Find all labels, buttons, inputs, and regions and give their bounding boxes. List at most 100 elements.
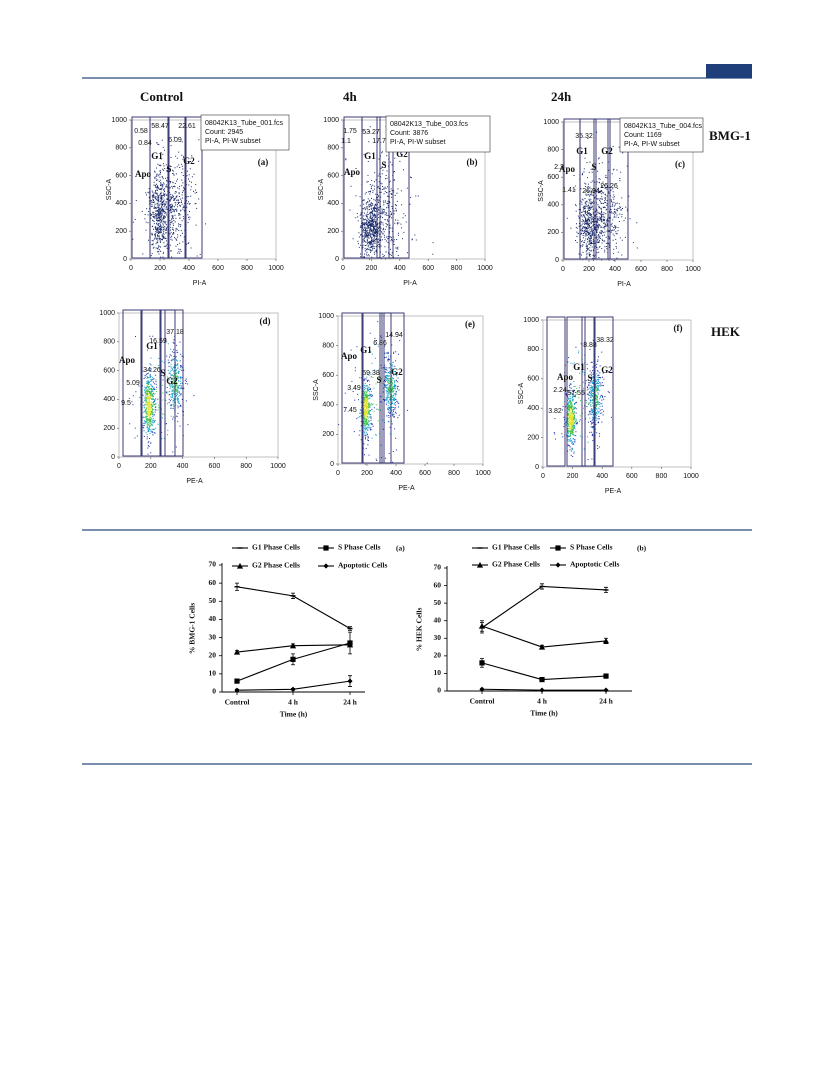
- y-tick-label: 400: [547, 202, 559, 209]
- gate: [566, 316, 586, 467]
- x-tick-label: 1000: [268, 265, 284, 272]
- gate-percent: 53.27: [362, 129, 380, 136]
- gate-percent: 9.5: [121, 400, 131, 407]
- gate-percent: 3.82: [548, 408, 562, 415]
- gate: [122, 309, 142, 457]
- gate: [362, 312, 383, 464]
- x-tick-label: 400: [177, 463, 189, 470]
- marker: [290, 656, 296, 662]
- legend-label: G1 Phase Cells: [492, 543, 540, 552]
- gate-percent: 8.88: [583, 342, 597, 349]
- event-cloud: [553, 339, 612, 460]
- gate: [341, 312, 363, 464]
- y-tick-label: 40: [209, 614, 217, 623]
- x-tick-label: 1000: [475, 470, 491, 477]
- x-tick-label: 0: [117, 463, 121, 470]
- event-cloud: [566, 381, 599, 437]
- x-axis-title: Time (h): [530, 709, 558, 718]
- y-tick-label: 0: [437, 686, 441, 695]
- x-tick-label: 0: [541, 473, 545, 480]
- y-tick-label: 30: [209, 632, 217, 641]
- gate-name: S: [160, 368, 165, 378]
- x-tick-label: 1000: [477, 265, 493, 272]
- gate-name: G1: [146, 341, 158, 351]
- gate-name: G2: [391, 367, 403, 377]
- gate-name: S: [381, 160, 386, 170]
- y-tick-label: 30: [434, 633, 442, 642]
- gate-percent: 37.18: [166, 329, 184, 336]
- y-tick-label: 1000: [111, 117, 127, 124]
- gate-percent: 3.49: [347, 385, 361, 392]
- panel-letter: (f): [674, 323, 683, 333]
- gate-percent: 26.94: [582, 188, 600, 195]
- gate-percent: 1.1: [341, 138, 351, 145]
- x-tick-label: 4 h: [288, 698, 299, 707]
- x-tick-label: 600: [422, 265, 434, 272]
- gate-percent: 35.32: [575, 133, 593, 140]
- y-axis-label: SSC-A: [318, 178, 325, 200]
- info-box: [385, 115, 491, 153]
- gate-percent: 22.61: [178, 123, 196, 130]
- gate-percent: 17.77: [372, 138, 390, 145]
- plot-frame: [337, 315, 484, 465]
- x-tick-label: 400: [394, 265, 406, 272]
- event-cloud: [363, 397, 369, 419]
- gate-name: S: [587, 373, 592, 383]
- info-line: 08042K13_Tube_003.fcs: [390, 121, 468, 128]
- x-tick-label: 1000: [270, 463, 286, 470]
- x-tick-label: 800: [656, 473, 668, 480]
- x-tick-label: 200: [567, 473, 579, 480]
- x-tick-label: 4 h: [537, 697, 548, 706]
- gate-name: G1: [576, 146, 588, 156]
- x-tick-label: 800: [661, 266, 673, 273]
- info-line: Count: 2945: [205, 129, 243, 136]
- y-tick-label: 600: [527, 376, 539, 383]
- gate-name: Apo: [559, 164, 576, 174]
- marker: [476, 561, 484, 568]
- y-tick-label: 200: [547, 229, 559, 236]
- legend-label: Apoptotic Cells: [570, 560, 619, 569]
- marker: [539, 687, 545, 693]
- info-box: [619, 117, 704, 153]
- legend-label: S Phase Cells: [570, 543, 613, 552]
- x-axis-label: PE-A: [605, 488, 622, 495]
- header-tab: [706, 64, 752, 78]
- y-tick-label: 50: [434, 598, 442, 607]
- marker: [289, 642, 297, 649]
- column-header: Control: [140, 89, 183, 104]
- gate: [361, 116, 381, 259]
- gate-percent: 58.47: [151, 123, 169, 130]
- column-header: 24h: [551, 89, 572, 104]
- x-tick-label: 200: [366, 265, 378, 272]
- plot-frame: [118, 312, 279, 458]
- x-tick-label: 800: [448, 470, 460, 477]
- gate: [376, 116, 394, 259]
- marker: [234, 678, 240, 684]
- info-line: 08042K13_Tube_001.fcs: [205, 120, 283, 127]
- gate-name: G2: [166, 376, 178, 386]
- gate-percent: 0.84: [138, 140, 152, 147]
- x-tick-label: Control: [225, 698, 250, 707]
- y-tick-label: 600: [103, 367, 115, 374]
- y-tick-label: 800: [322, 342, 334, 349]
- y-axis-title: % BMG-1 Cells: [188, 603, 197, 654]
- x-axis-label: PE-A: [186, 478, 203, 485]
- y-tick-label: 200: [527, 434, 539, 441]
- gate: [167, 116, 187, 259]
- y-tick-label: 0: [555, 257, 559, 264]
- event-cloud: [139, 339, 182, 440]
- legend-label: G2 Phase Cells: [252, 561, 300, 570]
- x-tick-label: 200: [145, 463, 157, 470]
- gate-name: Apo: [119, 355, 136, 365]
- y-tick-label: 200: [103, 425, 115, 432]
- gate-percent: 5.09: [126, 380, 140, 387]
- gate-percent: 59.38: [362, 370, 380, 377]
- x-tick-label: 0: [341, 265, 345, 272]
- x-tick-label: 400: [390, 470, 402, 477]
- y-tick-label: 800: [547, 146, 559, 153]
- gate: [546, 316, 566, 467]
- event-cloud: [568, 408, 574, 430]
- y-tick-label: 10: [209, 669, 217, 678]
- gate-name: Apo: [135, 169, 152, 179]
- info-line: PI-A, PI-W subset: [390, 139, 446, 146]
